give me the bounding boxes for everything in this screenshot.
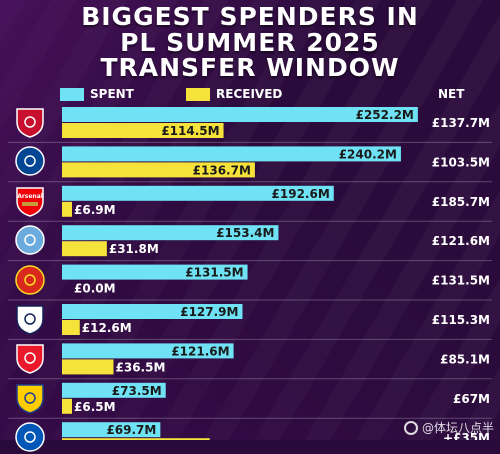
bar-received-tottenham [62,320,80,335]
label-net-manchester-city: £121.6M [432,234,490,248]
watermark-text: @体坛八点半 [421,421,494,435]
label-spent-leeds: £73.5M [112,384,162,398]
label-received-manchester-city: £31.8M [109,242,159,256]
label-received-liverpool: £114.5M [161,124,219,138]
bar-spent-tottenham [62,304,243,319]
label-net-arsenal: £185.7M [432,195,490,209]
spurs-cockerel-crest-icon [10,302,50,336]
chelsea-lion-crest-icon [10,144,50,178]
label-spent-liverpool: £252.2M [356,108,414,122]
bar-spent-leeds [62,382,166,398]
label-received-leeds: £6.5M [74,400,116,414]
bar-received-chelsea [62,162,255,178]
label-net-liverpool: £137.7M [432,116,490,130]
bar-spent-arsenal [62,185,334,201]
legend-label-received: RECEIVED [216,87,283,101]
leeds-crest-icon [10,381,50,415]
legend-item-received: RECEIVED [186,87,282,101]
bar-received-sunderland [62,359,114,375]
label-spent-sunderland: £121.6M [171,344,229,358]
bar-spent-brighton [62,422,161,438]
bar-spent-manchester-city [62,225,279,241]
label-spent-chelsea: £240.2M [339,147,397,161]
legend-label-spent: SPENT [90,87,134,101]
bar-spent-chelsea [62,146,401,162]
bar-received-brighton [62,438,210,440]
watermark-logo-icon [403,420,418,435]
label-net-sunderland: £85.1M [440,352,490,366]
sunderland-crest-icon [10,341,50,375]
label-spent-brighton: £69.7M [106,423,156,437]
title-line-2: PL SUMMER 2025 [120,27,380,57]
man-city-crest-icon [10,223,50,257]
bar-received-arsenal [62,201,72,217]
label-spent-tottenham: £127.9M [180,305,238,319]
legend-item-spent: SPENT [60,87,134,101]
bar-spent-manchester-united [62,264,248,280]
label-received-tottenham: £12.6M [82,321,132,335]
label-net-brighton: +£35M [443,431,490,440]
svg-text:Arsenal: Arsenal [17,193,43,200]
liverbird-crest-icon [10,105,50,139]
bar-received-manchester-city [62,241,107,257]
legend-swatch-received [186,87,210,101]
brighton-seagull-crest-icon [10,420,50,454]
title-line-3: TRANSFER WINDOW [100,53,400,82]
label-spent-arsenal: £192.6M [272,187,330,201]
bar-spent-liverpool [62,107,418,122]
label-received-chelsea: £136.7M [193,163,251,177]
label-received-sunderland: £36.5M [116,360,166,374]
title-line-1: BIGGEST SPENDERS IN [81,2,419,31]
arsenal-cannon-crest-icon: Arsenal [10,184,50,218]
chart-title: BIGGEST SPENDERS IN PL SUMMER 2025 TRANS… [0,4,500,81]
watermark: @体坛八点半 [403,419,494,436]
man-united-devil-crest-icon [10,263,50,297]
label-spent-manchester-united: £131.5M [185,266,243,280]
net-column-header: NET [438,87,465,101]
label-net-tottenham: £115.3M [432,313,490,327]
label-received-manchester-united: £0.0M [74,282,116,296]
label-spent-manchester-city: £153.4M [216,226,274,240]
label-net-chelsea: £103.5M [432,155,490,169]
label-net-manchester-united: £131.5M [432,274,490,288]
bar-chart: £252.2M £114.5M £137.7M £240.2M £136.7M £103.… [8,107,492,440]
legend-swatch-spent [60,87,84,101]
label-received-arsenal: £6.9M [74,203,116,217]
bar-spent-sunderland [62,343,234,359]
label-net-leeds: £67M [453,392,490,406]
bar-received-liverpool [62,123,224,138]
bar-received-leeds [62,398,72,414]
